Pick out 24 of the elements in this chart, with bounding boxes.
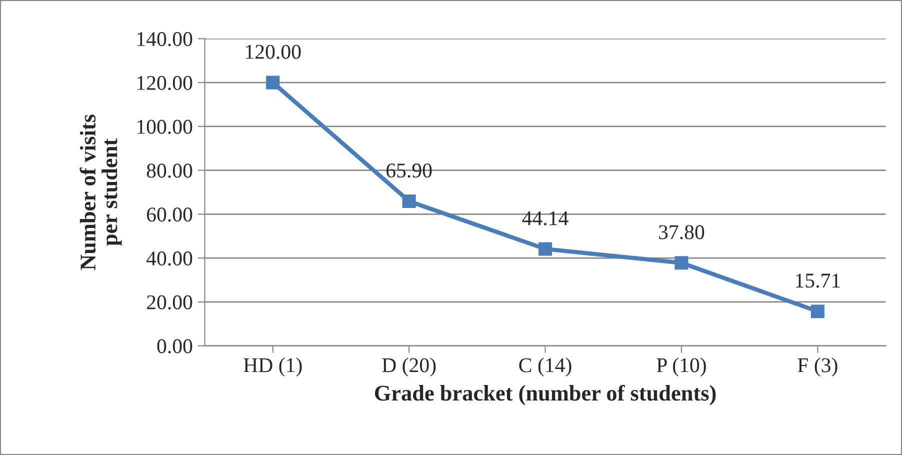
y-tick-label: 120.00 [137,76,192,90]
x-tick-label: F (3) [798,358,838,376]
x-axis-title: Grade bracket (number of students) [374,384,716,406]
point [538,242,552,256]
point [810,304,824,318]
data-label: 15.71 [796,274,840,288]
y-tick-label: 80.00 [146,164,192,178]
y-tick-label: 60.00 [146,208,192,222]
y-axis-title: Number of visits per student [80,114,122,270]
y-tick-label: 20.00 [146,295,192,310]
data-label: 37.80 [659,225,704,240]
y-tick-label: 0.00 [157,339,192,354]
x-tick-label: P (10) [656,358,706,376]
y-tick-label: 140.00 [137,32,192,46]
point [674,256,688,270]
point [266,76,280,90]
data-label: 120.00 [246,44,301,59]
y-tick-label: 40.00 [146,251,192,266]
point [402,194,416,208]
x-tick-label: HD (1) [244,358,302,376]
x-tick-label: C (14) [519,358,572,376]
x-tick-label: D (20) [382,358,436,376]
data-label: 44.14 [522,211,568,226]
y-tick-label: 100.00 [137,120,192,134]
